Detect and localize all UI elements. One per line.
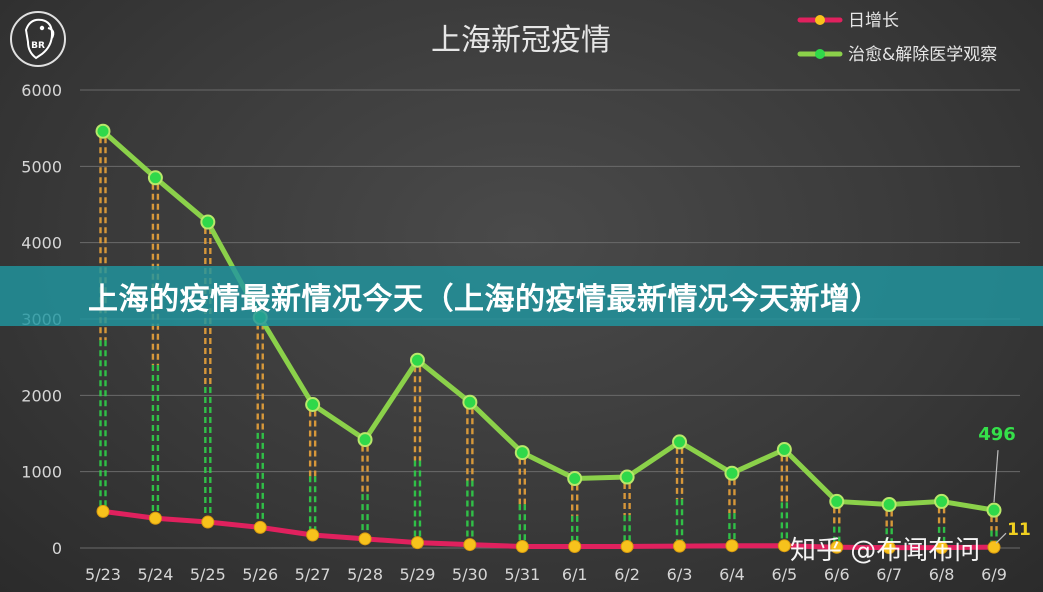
data-point-cured [95,123,111,139]
x-tick-label: 6/7 [876,565,902,584]
x-tick-label: 5/30 [452,565,488,584]
data-point-cured [462,394,478,410]
data-point-cured [829,493,845,509]
y-tick-label: 5000 [21,157,62,176]
data-point-cured [776,442,792,458]
data-point-daily [410,536,424,550]
data-point-daily [620,539,634,553]
x-tick-label: 6/5 [771,565,797,584]
data-point-cured [672,434,688,450]
x-tick-label: 6/4 [719,565,745,584]
data-label: 11 [1007,520,1031,540]
data-point-cured [200,214,216,230]
y-tick-label: 2000 [21,386,62,405]
x-tick-label: 6/8 [929,565,955,584]
y-tick-label: 0 [52,539,62,558]
parrot-logo: BR [8,8,68,70]
data-point-cured [881,496,897,512]
data-point-daily [777,539,791,553]
data-point-daily [515,539,529,553]
data-point-daily [148,511,162,525]
watermark: 知乎 @布闻布问 [790,536,981,566]
data-point-daily [96,504,110,518]
data-point-cured [514,445,530,461]
x-tick-label: 6/2 [614,565,640,584]
series-points [95,123,1002,555]
data-point-cured [147,170,163,186]
data-point-daily [568,539,582,553]
data-point-daily [201,515,215,529]
title-banner: 上海的疫情最新情况今天（上海的疫情最新情况今天新增） [0,266,1043,326]
legend-marker [815,49,825,59]
series-lines [100,128,997,551]
data-point-cured [567,471,583,487]
data-point-cured [724,465,740,481]
y-tick-label: 4000 [21,234,62,253]
data-point-daily [830,540,844,554]
legend-label: 日增长 [848,11,899,31]
x-tick-label: 5/25 [190,565,226,584]
annotation-leader [993,450,999,503]
x-tick-label: 5/26 [242,565,278,584]
x-tick-label: 5/27 [295,565,331,584]
data-label: 496 [978,424,1016,445]
legend-label: 治愈&解除医学观察 [848,45,997,65]
data-point-daily [306,528,320,542]
data-point-daily [882,541,896,555]
annotation-leader [995,532,1007,544]
x-tick-label: 5/31 [504,565,540,584]
x-tick-label: 5/28 [347,565,383,584]
data-point-daily [673,539,687,553]
x-tick-label: 6/1 [562,565,588,584]
x-tick-label: 5/23 [85,565,121,584]
series-line-daily [100,508,997,551]
data-point-cured [357,432,373,448]
data-point-daily [463,538,477,552]
data-annotations: 496 11 [978,424,1031,544]
y-tick-label: 6000 [21,81,62,100]
chart-title: 上海新冠疫情 [431,23,611,58]
x-axis-ticks: 5/23 5/24 5/25 5/26 5/27 5/28 5/29 5/30 5/31 6/1 6… [85,565,1007,584]
data-point-daily [253,520,267,534]
x-tick-label: 6/3 [667,565,693,584]
drop-lines [99,137,998,543]
x-tick-label: 6/6 [824,565,850,584]
banner-text: 上海的疫情最新情况今天（上海的疫情最新情况今天新增） [88,282,881,317]
data-point-cured [934,493,950,509]
data-point-daily [358,532,372,546]
data-point-cured [305,396,321,412]
data-point-daily [725,539,739,553]
data-point-daily [987,540,1001,554]
data-point-cured [409,352,425,368]
logo-text: BR [31,41,45,51]
data-point-daily [935,541,949,555]
x-tick-label: 5/24 [137,565,173,584]
x-tick-label: 5/29 [400,565,436,584]
data-point-cured [986,502,1002,518]
x-tick-label: 6/9 [981,565,1007,584]
y-tick-label: 1000 [21,463,62,482]
data-point-cured [619,469,635,485]
legend-marker [815,15,825,25]
